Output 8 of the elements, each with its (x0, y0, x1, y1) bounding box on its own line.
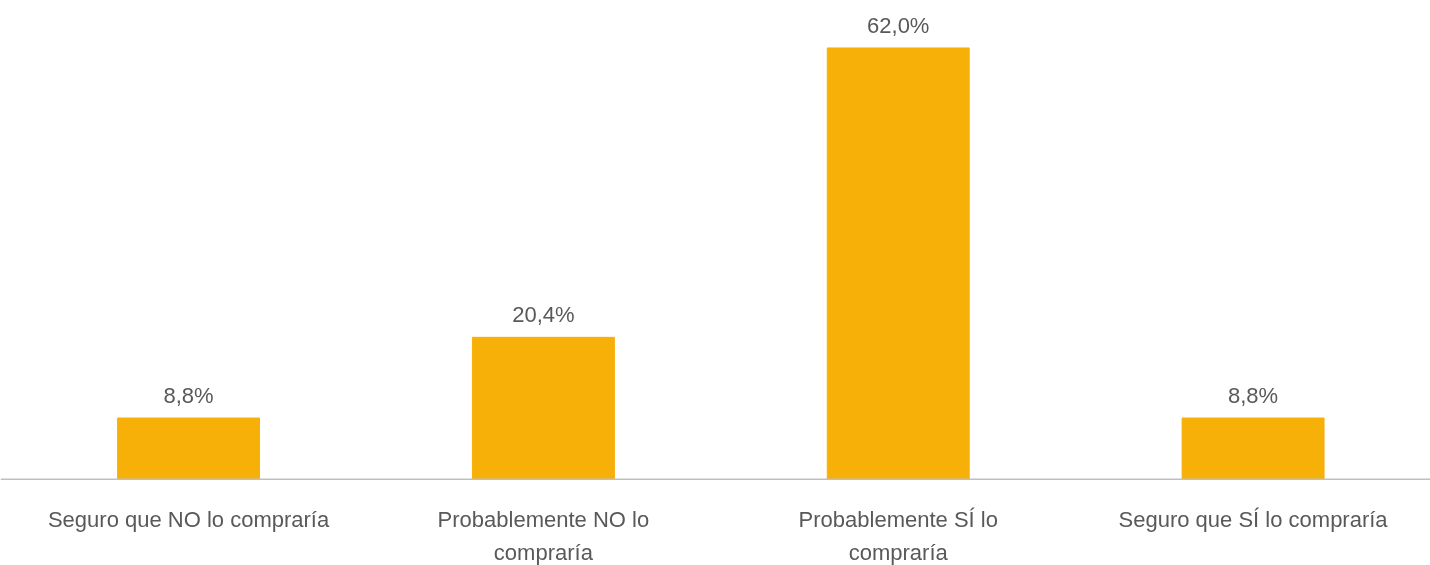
data-label: 8,8% (1228, 383, 1279, 409)
data-label: 20,4% (512, 302, 575, 328)
x-tick-label: Seguro que SÍ lo compraría (1118, 507, 1389, 533)
x-tick-label: Probablemente NO lo compraría (437, 507, 650, 565)
data-label: 62,0% (867, 12, 930, 38)
x-tick-label: Probablemente SÍ lo compraría (798, 507, 998, 565)
x-tick-label: Seguro que NO lo compraría (47, 507, 330, 533)
data-label: 8,8% (163, 383, 214, 409)
